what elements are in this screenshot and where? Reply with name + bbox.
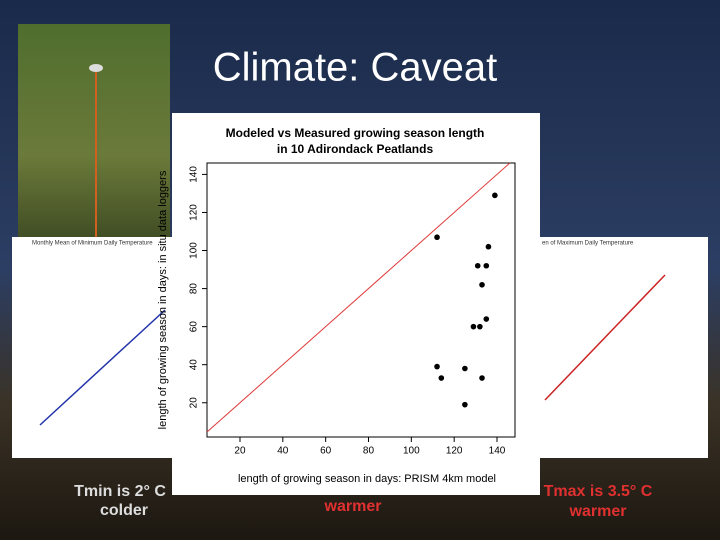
photo-sensor — [89, 64, 103, 72]
y-tick-label: 60 — [189, 321, 200, 333]
point — [434, 363, 440, 370]
point — [483, 262, 490, 269]
point — [479, 281, 485, 288]
caption-middle: warmer — [324, 498, 382, 515]
reference-line — [206, 162, 511, 433]
point — [462, 401, 468, 408]
y-tick-label: 80 — [189, 283, 200, 295]
caption-left: Tmin is 2° C — [74, 483, 166, 500]
x-tick-label: 40 — [277, 446, 289, 457]
slide-title: Climate: Caveat — [213, 46, 498, 90]
right-panel-title: en of Maximum Daily Temperature — [542, 241, 634, 247]
chart-title: Modeled vs Measured growing season lengt… — [226, 126, 485, 140]
x-tick-label: 120 — [446, 446, 463, 457]
photo — [18, 24, 170, 244]
x-tick-label: 80 — [363, 446, 375, 457]
caption-right: warmer — [569, 503, 627, 520]
left-panel-line — [39, 309, 166, 426]
y-tick-label: 20 — [189, 397, 200, 409]
left-panel — [12, 237, 172, 458]
point — [477, 323, 483, 330]
x-tick-label: 140 — [489, 446, 506, 457]
x-tick-label: 60 — [320, 446, 332, 457]
point — [438, 375, 445, 381]
right-panel-line — [544, 274, 666, 401]
point — [474, 262, 481, 269]
point — [470, 323, 477, 330]
chart-panel — [172, 113, 540, 495]
y-tick-label: 40 — [189, 359, 200, 371]
point — [479, 375, 485, 381]
right-panel — [540, 237, 708, 458]
y-tick-label: 100 — [189, 242, 200, 259]
chart-title: in 10 Adirondack Peatlands — [277, 142, 434, 156]
left-panel-title: Monthly Mean of Minimum Daily Temperatur… — [32, 241, 153, 247]
y-tick-label: 140 — [189, 166, 200, 183]
y-axis-label: length of growing season in days: in sit… — [157, 170, 169, 429]
point — [462, 365, 468, 372]
caption-left: colder — [100, 502, 148, 519]
x-tick-label: 100 — [403, 446, 420, 457]
point — [492, 192, 498, 199]
point — [434, 234, 440, 241]
x-axis-label: length of growing season in days: PRISM … — [238, 473, 496, 485]
point — [483, 316, 490, 322]
plot-frame — [206, 162, 516, 438]
x-tick-label: 20 — [234, 446, 246, 457]
y-tick-label: 120 — [189, 204, 200, 221]
caption-right: Tmax is 3.5° C — [544, 483, 653, 500]
point — [485, 243, 492, 250]
